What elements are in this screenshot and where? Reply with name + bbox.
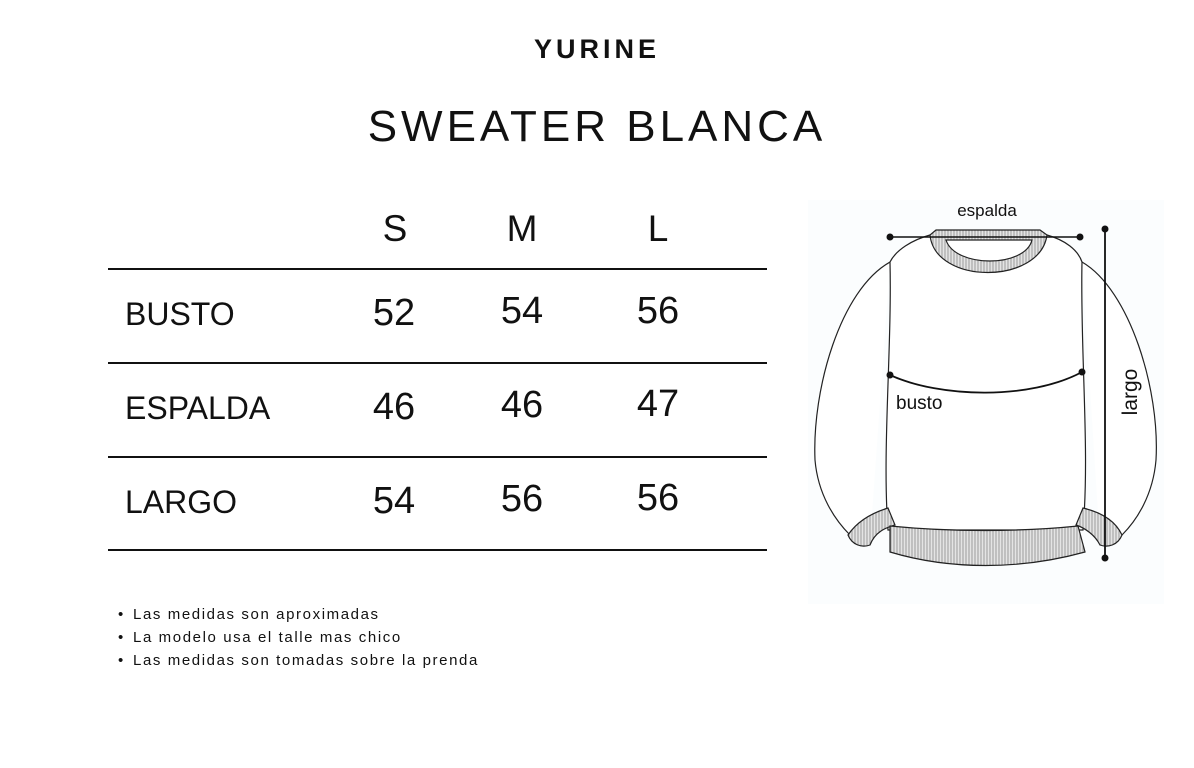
table-divider	[108, 362, 767, 364]
busto-measure: busto	[886, 368, 1086, 414]
note-item: • Las medidas son tomadas sobre la prenda	[118, 652, 479, 669]
table-cell: 56	[636, 477, 680, 519]
page-title: SWEATER BLANCA	[367, 102, 827, 151]
table-cell: 56	[636, 290, 680, 332]
note-text: Las medidas son aproximadas	[133, 606, 380, 623]
table-divider	[108, 456, 767, 458]
table-cell: 47	[636, 383, 680, 425]
largo-measure: largo	[1101, 225, 1142, 562]
busto-label: busto	[896, 393, 942, 414]
size-header-m: M	[506, 208, 538, 249]
row-label-busto: BUSTO	[125, 296, 235, 332]
table-cell: 54	[372, 480, 416, 522]
note-text: La modelo usa el talle mas chico	[133, 629, 402, 646]
note-item: • Las medidas son aproximadas	[118, 606, 380, 623]
table-cell: 46	[372, 386, 416, 428]
table-divider	[108, 549, 767, 551]
size-header-l: L	[647, 208, 669, 249]
sweater-measurement-diagram: espalda busto largo	[814, 201, 1157, 567]
brand-name: YURINE	[533, 34, 660, 64]
table-cell: 54	[500, 290, 544, 332]
espalda-label: espalda	[957, 201, 1017, 220]
largo-label: largo	[1119, 369, 1142, 416]
size-header-s: S	[382, 208, 408, 249]
espalda-measure: espalda	[886, 201, 1084, 241]
table-cell: 52	[372, 292, 416, 334]
sweater-outline	[814, 229, 1157, 567]
table-cell: 56	[500, 478, 544, 520]
row-label-largo: LARGO	[125, 484, 238, 520]
table-divider	[108, 268, 767, 270]
row-label-espalda: ESPALDA	[125, 390, 271, 426]
note-text: Las medidas son tomadas sobre la prenda	[133, 652, 479, 669]
note-item: • La modelo usa el talle mas chico	[118, 629, 402, 646]
table-cell: 46	[500, 384, 544, 426]
